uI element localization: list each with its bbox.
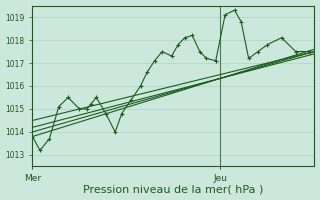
X-axis label: Pression niveau de la mer( hPa ): Pression niveau de la mer( hPa )	[83, 184, 264, 194]
